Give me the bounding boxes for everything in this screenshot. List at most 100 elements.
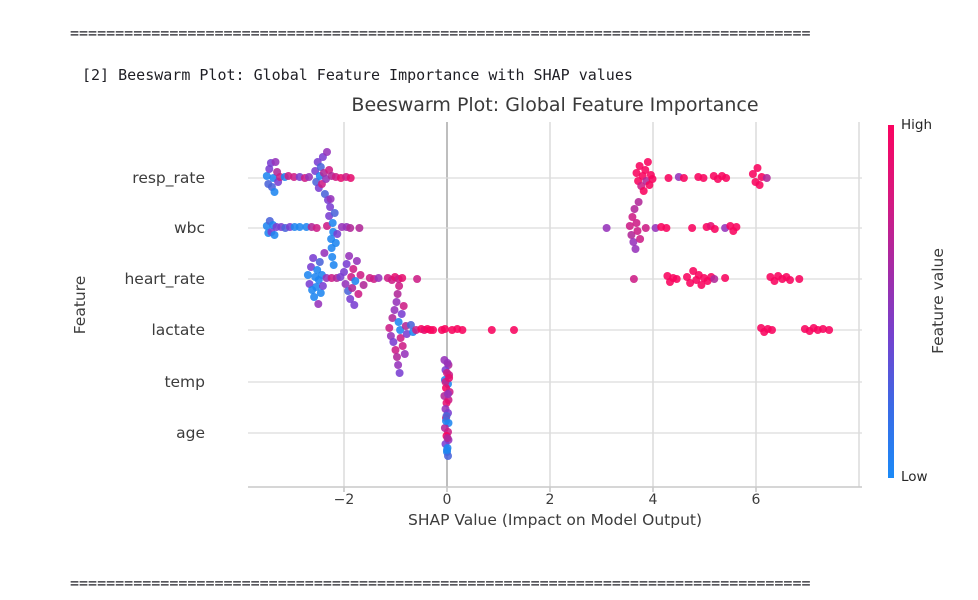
- x-tick-2: 2: [545, 492, 555, 508]
- shap-point: [271, 158, 280, 166]
- shap-point: [429, 326, 438, 334]
- shap-point: [394, 361, 403, 369]
- shap-point: [265, 165, 274, 173]
- shap-point: [354, 290, 363, 298]
- points-row-temp: [440, 356, 454, 407]
- points-row-wbc: [262, 195, 741, 269]
- shap-point: [458, 326, 467, 334]
- shap-point: [398, 274, 407, 282]
- shap-point: [392, 298, 401, 306]
- shap-point: [309, 254, 318, 262]
- shap-point: [326, 203, 335, 211]
- shap-point: [632, 219, 641, 227]
- shap-point: [688, 224, 697, 232]
- shap-point: [672, 275, 681, 283]
- shap-point: [641, 224, 650, 232]
- shap-point: [395, 282, 404, 290]
- shap-point: [395, 369, 404, 377]
- x-tick-0: 0: [442, 492, 452, 508]
- points-row-age: [440, 405, 453, 460]
- shap-point: [386, 332, 395, 340]
- shap-point: [683, 273, 691, 281]
- shap-point: [316, 163, 325, 171]
- shap-point: [755, 181, 764, 189]
- shap-point: [330, 209, 339, 217]
- shap-point: [305, 280, 314, 288]
- shap-point: [399, 302, 408, 310]
- shap-point: [635, 162, 644, 170]
- shap-point: [443, 446, 451, 454]
- shap-point: [270, 231, 279, 239]
- shap-point: [270, 188, 279, 196]
- shap-point: [323, 148, 331, 156]
- shap-point: [389, 338, 398, 346]
- separator-bottom: ========================================…: [70, 574, 811, 592]
- shap-point: [396, 334, 405, 342]
- shap-point: [346, 224, 355, 232]
- shap-point: [679, 174, 688, 182]
- shap-point: [786, 276, 794, 284]
- shap-point: [636, 235, 645, 243]
- shap-point: [662, 224, 671, 232]
- shap-point: [290, 173, 298, 181]
- separator-top: ========================================…: [70, 24, 811, 42]
- shap-point: [307, 263, 315, 271]
- shap-point: [442, 399, 451, 407]
- shap-point: [753, 164, 762, 172]
- shap-point: [699, 174, 708, 182]
- shap-point: [351, 277, 360, 285]
- shap-point: [398, 342, 407, 350]
- shap-point: [697, 281, 706, 289]
- shap-point: [328, 219, 337, 227]
- shap-point: [629, 275, 638, 283]
- shap-point: [631, 245, 640, 253]
- shap-point: [641, 166, 650, 174]
- shap-point: [440, 325, 449, 333]
- shap-point: [445, 374, 454, 382]
- shap-point: [825, 326, 834, 334]
- points-row-lactate: [385, 282, 834, 377]
- shap-point: [664, 174, 673, 182]
- shap-point: [320, 190, 329, 198]
- shap-point: [633, 227, 642, 235]
- y-label-wbc: wbc: [173, 219, 205, 237]
- x-tick-4: 4: [648, 492, 658, 508]
- shap-point: [325, 166, 334, 174]
- shap-point: [396, 326, 405, 334]
- shap-point: [349, 265, 358, 273]
- shap-point: [350, 301, 359, 309]
- shap-point: [625, 222, 634, 230]
- shap-point: [819, 325, 827, 333]
- shap-point: [634, 198, 643, 206]
- shap-point: [348, 284, 357, 292]
- shap-point: [346, 174, 355, 182]
- shap-point: [345, 252, 354, 260]
- shap-point: [318, 282, 327, 290]
- shap-point: [341, 280, 350, 288]
- shap-point: [326, 195, 335, 203]
- x-axis-title: SHAP Value (Impact on Model Output): [407, 511, 703, 529]
- chart-title: Beeswarm Plot: Global Feature Importance: [351, 94, 759, 116]
- colorbar-title: Feature value: [929, 248, 947, 354]
- points-row-resp_rate: [262, 148, 771, 204]
- shap-point: [310, 293, 319, 301]
- shap-point: [313, 266, 322, 274]
- shap-point: [444, 452, 452, 460]
- shap-point: [413, 275, 422, 283]
- shap-point: [393, 353, 401, 361]
- shap-point: [391, 346, 400, 354]
- colorbar-low-label: Low: [901, 469, 928, 485]
- shap-point: [648, 175, 657, 183]
- shap-point: [312, 283, 321, 291]
- shap-point: [329, 261, 338, 269]
- shap-point: [312, 224, 321, 232]
- shap-point: [402, 330, 411, 338]
- shap-point: [331, 239, 340, 247]
- shap-point: [295, 223, 304, 231]
- x-tick-6: 6: [751, 492, 761, 508]
- shap-point: [315, 258, 324, 266]
- shap-point: [374, 274, 383, 282]
- shap-point: [630, 205, 639, 213]
